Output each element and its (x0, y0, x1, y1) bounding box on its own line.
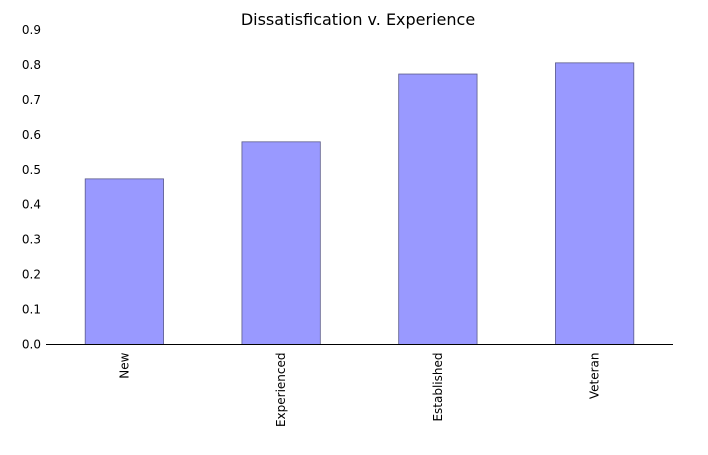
y-tick-label: 0.9 (22, 23, 41, 37)
bar-veteran (555, 62, 635, 345)
y-axis: 0.0 0.1 0.2 0.3 0.4 0.5 0.6 0.7 0.8 0.9 (22, 23, 41, 352)
y-tick-label: 0.3 (22, 233, 41, 247)
x-axis: New Experienced Established Veteran (46, 344, 673, 428)
y-tick-label: 0.8 (22, 58, 41, 72)
x-tick-label: Veteran (588, 353, 602, 400)
y-tick-label: 0.4 (22, 198, 41, 212)
y-tick-label: 0.0 (22, 338, 41, 352)
bar-new (84, 178, 164, 345)
y-tick-label: 0.1 (22, 303, 41, 317)
bar-established (398, 73, 478, 345)
bars (84, 62, 635, 345)
chart-title: Dissatisfication v. Experience (241, 10, 475, 29)
y-tick-label: 0.2 (22, 268, 41, 282)
y-tick-label: 0.7 (22, 93, 41, 107)
y-tick-label: 0.6 (22, 128, 41, 142)
bar-experienced (241, 141, 321, 345)
y-tick-label: 0.5 (22, 163, 41, 177)
x-tick-label: Established (431, 353, 445, 422)
x-tick-label: New (117, 352, 131, 378)
x-tick-label: Experienced (274, 353, 288, 428)
